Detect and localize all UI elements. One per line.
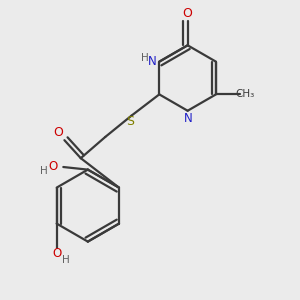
- Text: CH₃: CH₃: [236, 89, 255, 99]
- Text: N: N: [148, 55, 157, 68]
- Text: H: H: [62, 255, 70, 265]
- Text: S: S: [126, 115, 134, 128]
- Text: O: O: [54, 127, 64, 140]
- Text: O: O: [53, 247, 62, 260]
- Text: O: O: [183, 7, 193, 20]
- Text: N: N: [184, 112, 193, 125]
- Text: H: H: [141, 53, 148, 63]
- Text: O: O: [49, 160, 58, 173]
- Text: H: H: [40, 166, 47, 176]
